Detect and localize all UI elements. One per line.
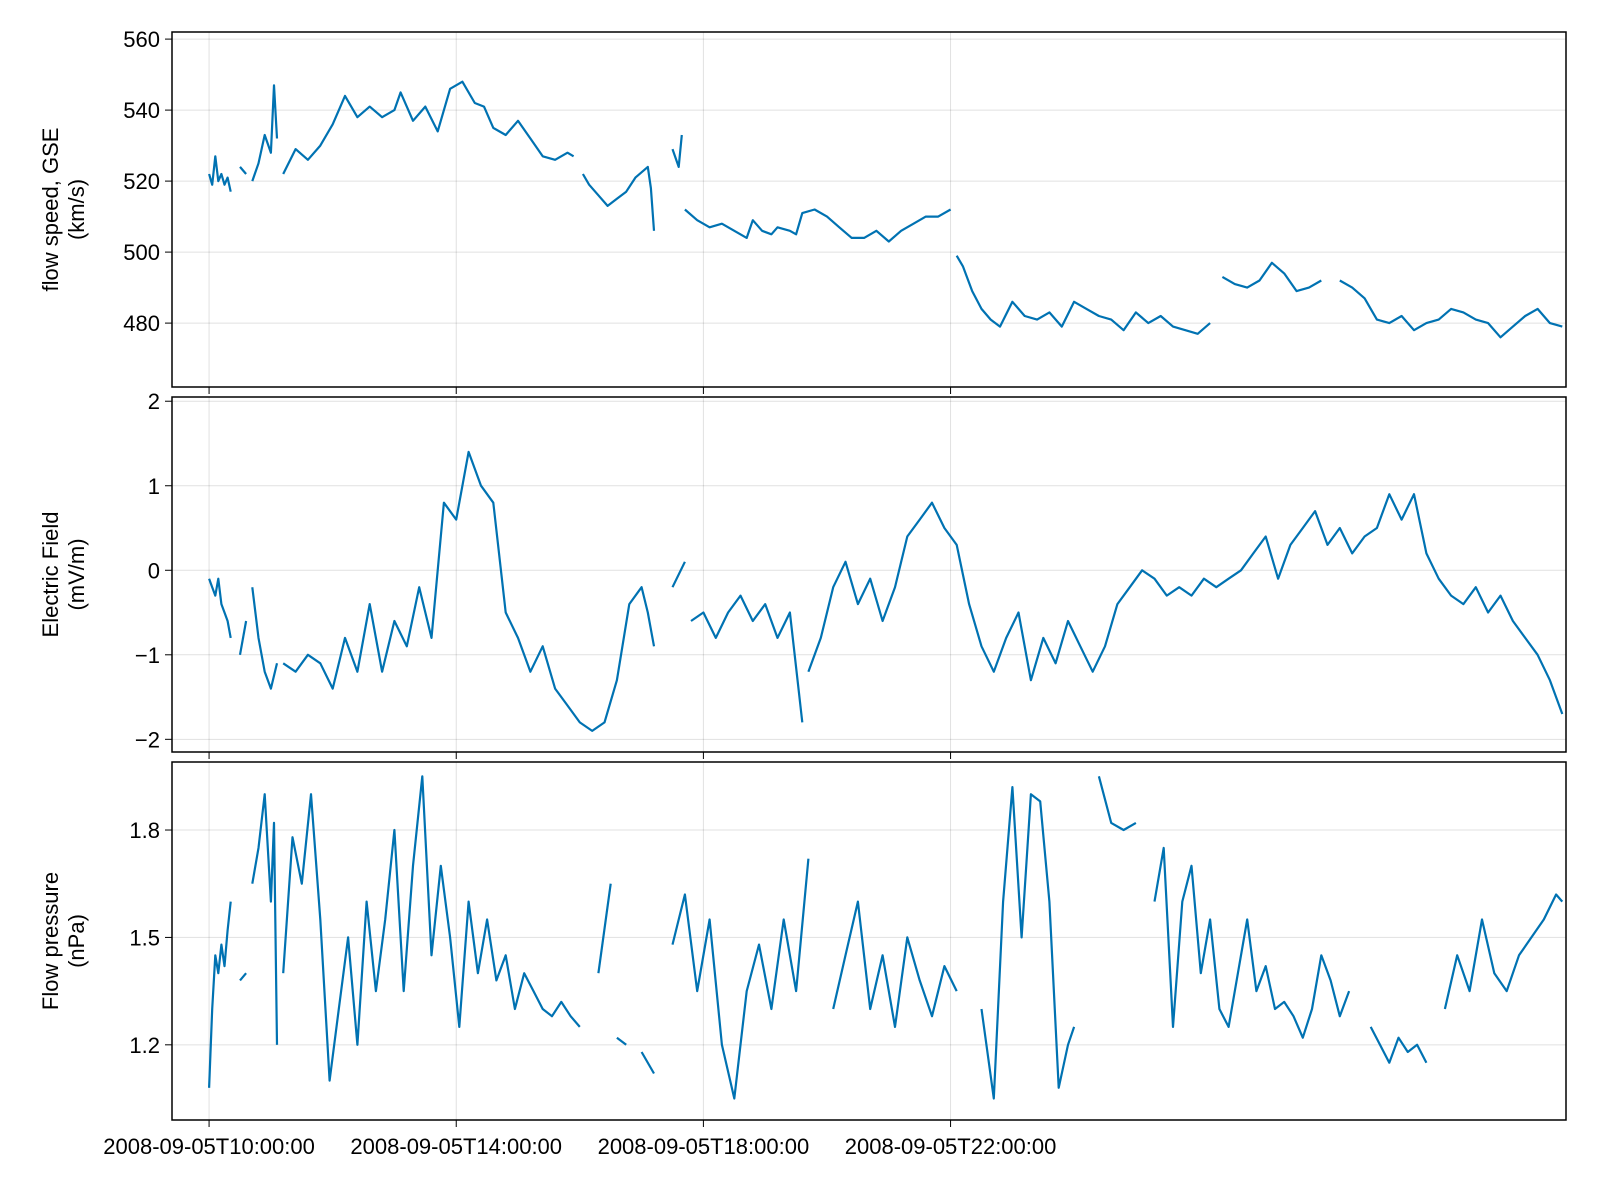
y-axis-label-line: Electric Field: [38, 512, 63, 638]
series-line-segment: [282, 450, 656, 732]
series-line-segment: [616, 1036, 627, 1046]
y-tick-label: 500: [123, 240, 160, 265]
series-line-segment: [1221, 261, 1322, 293]
y-axis-label-line: flow speed, GSE: [38, 128, 63, 292]
y-tick-label: 1.5: [129, 925, 160, 950]
y-tick-label: 520: [123, 169, 160, 194]
y-axis-label-line: Flow pressure: [38, 872, 63, 1010]
x-tick-label: 2008-09-05T14:00:00: [350, 1134, 562, 1159]
y-axis-label-line: (mV/m): [64, 538, 89, 610]
series-line-segment: [671, 134, 683, 168]
y-axis-label-line: (nPa): [64, 914, 89, 968]
y-axis-label: flow speed, GSE(km/s): [38, 128, 89, 292]
series-line-segment: [1369, 1026, 1428, 1064]
y-tick-label: 1: [148, 474, 160, 499]
panel-frame: [171, 31, 1567, 388]
y-axis-label-line: (km/s): [64, 179, 89, 240]
series-line-segment: [239, 166, 247, 175]
panel-frame: [171, 396, 1567, 753]
series-line-segment: [251, 587, 279, 690]
series-line-segment: [282, 80, 575, 175]
series-line-segment: [251, 84, 279, 182]
series-1: [208, 450, 1564, 732]
series-line-segment: [684, 208, 952, 243]
series-line-segment: [832, 900, 958, 1028]
series-line-segment: [690, 594, 804, 723]
panel-frame: [171, 761, 1567, 1121]
x-tick-label: 2008-09-05T10:00:00: [103, 1134, 315, 1159]
series-line-segment: [980, 786, 1076, 1100]
y-tick-label: 560: [123, 27, 160, 52]
panel-3: 1.2 1.5 1.8 Flow pressure(nPa): [38, 761, 1567, 1127]
series-line-segment: [238, 620, 248, 655]
series-1: [208, 80, 1563, 339]
series-line-segment: [581, 165, 656, 231]
y-axis-label: Electric Field(mV/m): [38, 512, 89, 638]
series-line-segment: [1153, 846, 1351, 1039]
y-axis-label: Flow pressure(nPa): [38, 872, 89, 1010]
series-line-segment: [282, 775, 581, 1082]
series-line-segment: [807, 493, 1564, 715]
y-tick-label: −1: [135, 643, 160, 668]
series-line-segment: [208, 155, 232, 192]
series-line-segment: [251, 793, 279, 1045]
series-line-segment: [1339, 279, 1563, 339]
series-line-segment: [955, 255, 1211, 335]
series-line-segment: [1097, 776, 1137, 832]
series-line-segment: [208, 577, 232, 639]
series-line-segment: [640, 1051, 655, 1075]
y-tick-label: −2: [135, 727, 160, 752]
panel-2: −2 −1 0 1 2 Electric Field(mV/m): [38, 389, 1567, 759]
x-tick-label: 2008-09-05T22:00:00: [845, 1134, 1057, 1159]
y-tick-label: 540: [123, 98, 160, 123]
series-line-segment: [597, 883, 612, 974]
series-line-segment: [208, 901, 232, 1088]
x-tick-label: 2008-09-05T18:00:00: [598, 1134, 810, 1159]
series-line-segment: [239, 972, 247, 982]
y-tick-label: 2: [148, 389, 160, 414]
series-line-segment: [671, 858, 810, 1100]
panel-1: 480 500 520 540 560 flow speed, GSE(km/s): [38, 27, 1567, 394]
y-tick-label: 0: [148, 558, 160, 583]
series-line-segment: [671, 561, 686, 588]
series-line-segment: [1443, 893, 1564, 1010]
y-tick-label: 1.2: [129, 1033, 160, 1058]
series-1: [208, 775, 1564, 1100]
y-tick-label: 480: [123, 311, 160, 336]
y-tick-label: 1.8: [129, 818, 160, 843]
